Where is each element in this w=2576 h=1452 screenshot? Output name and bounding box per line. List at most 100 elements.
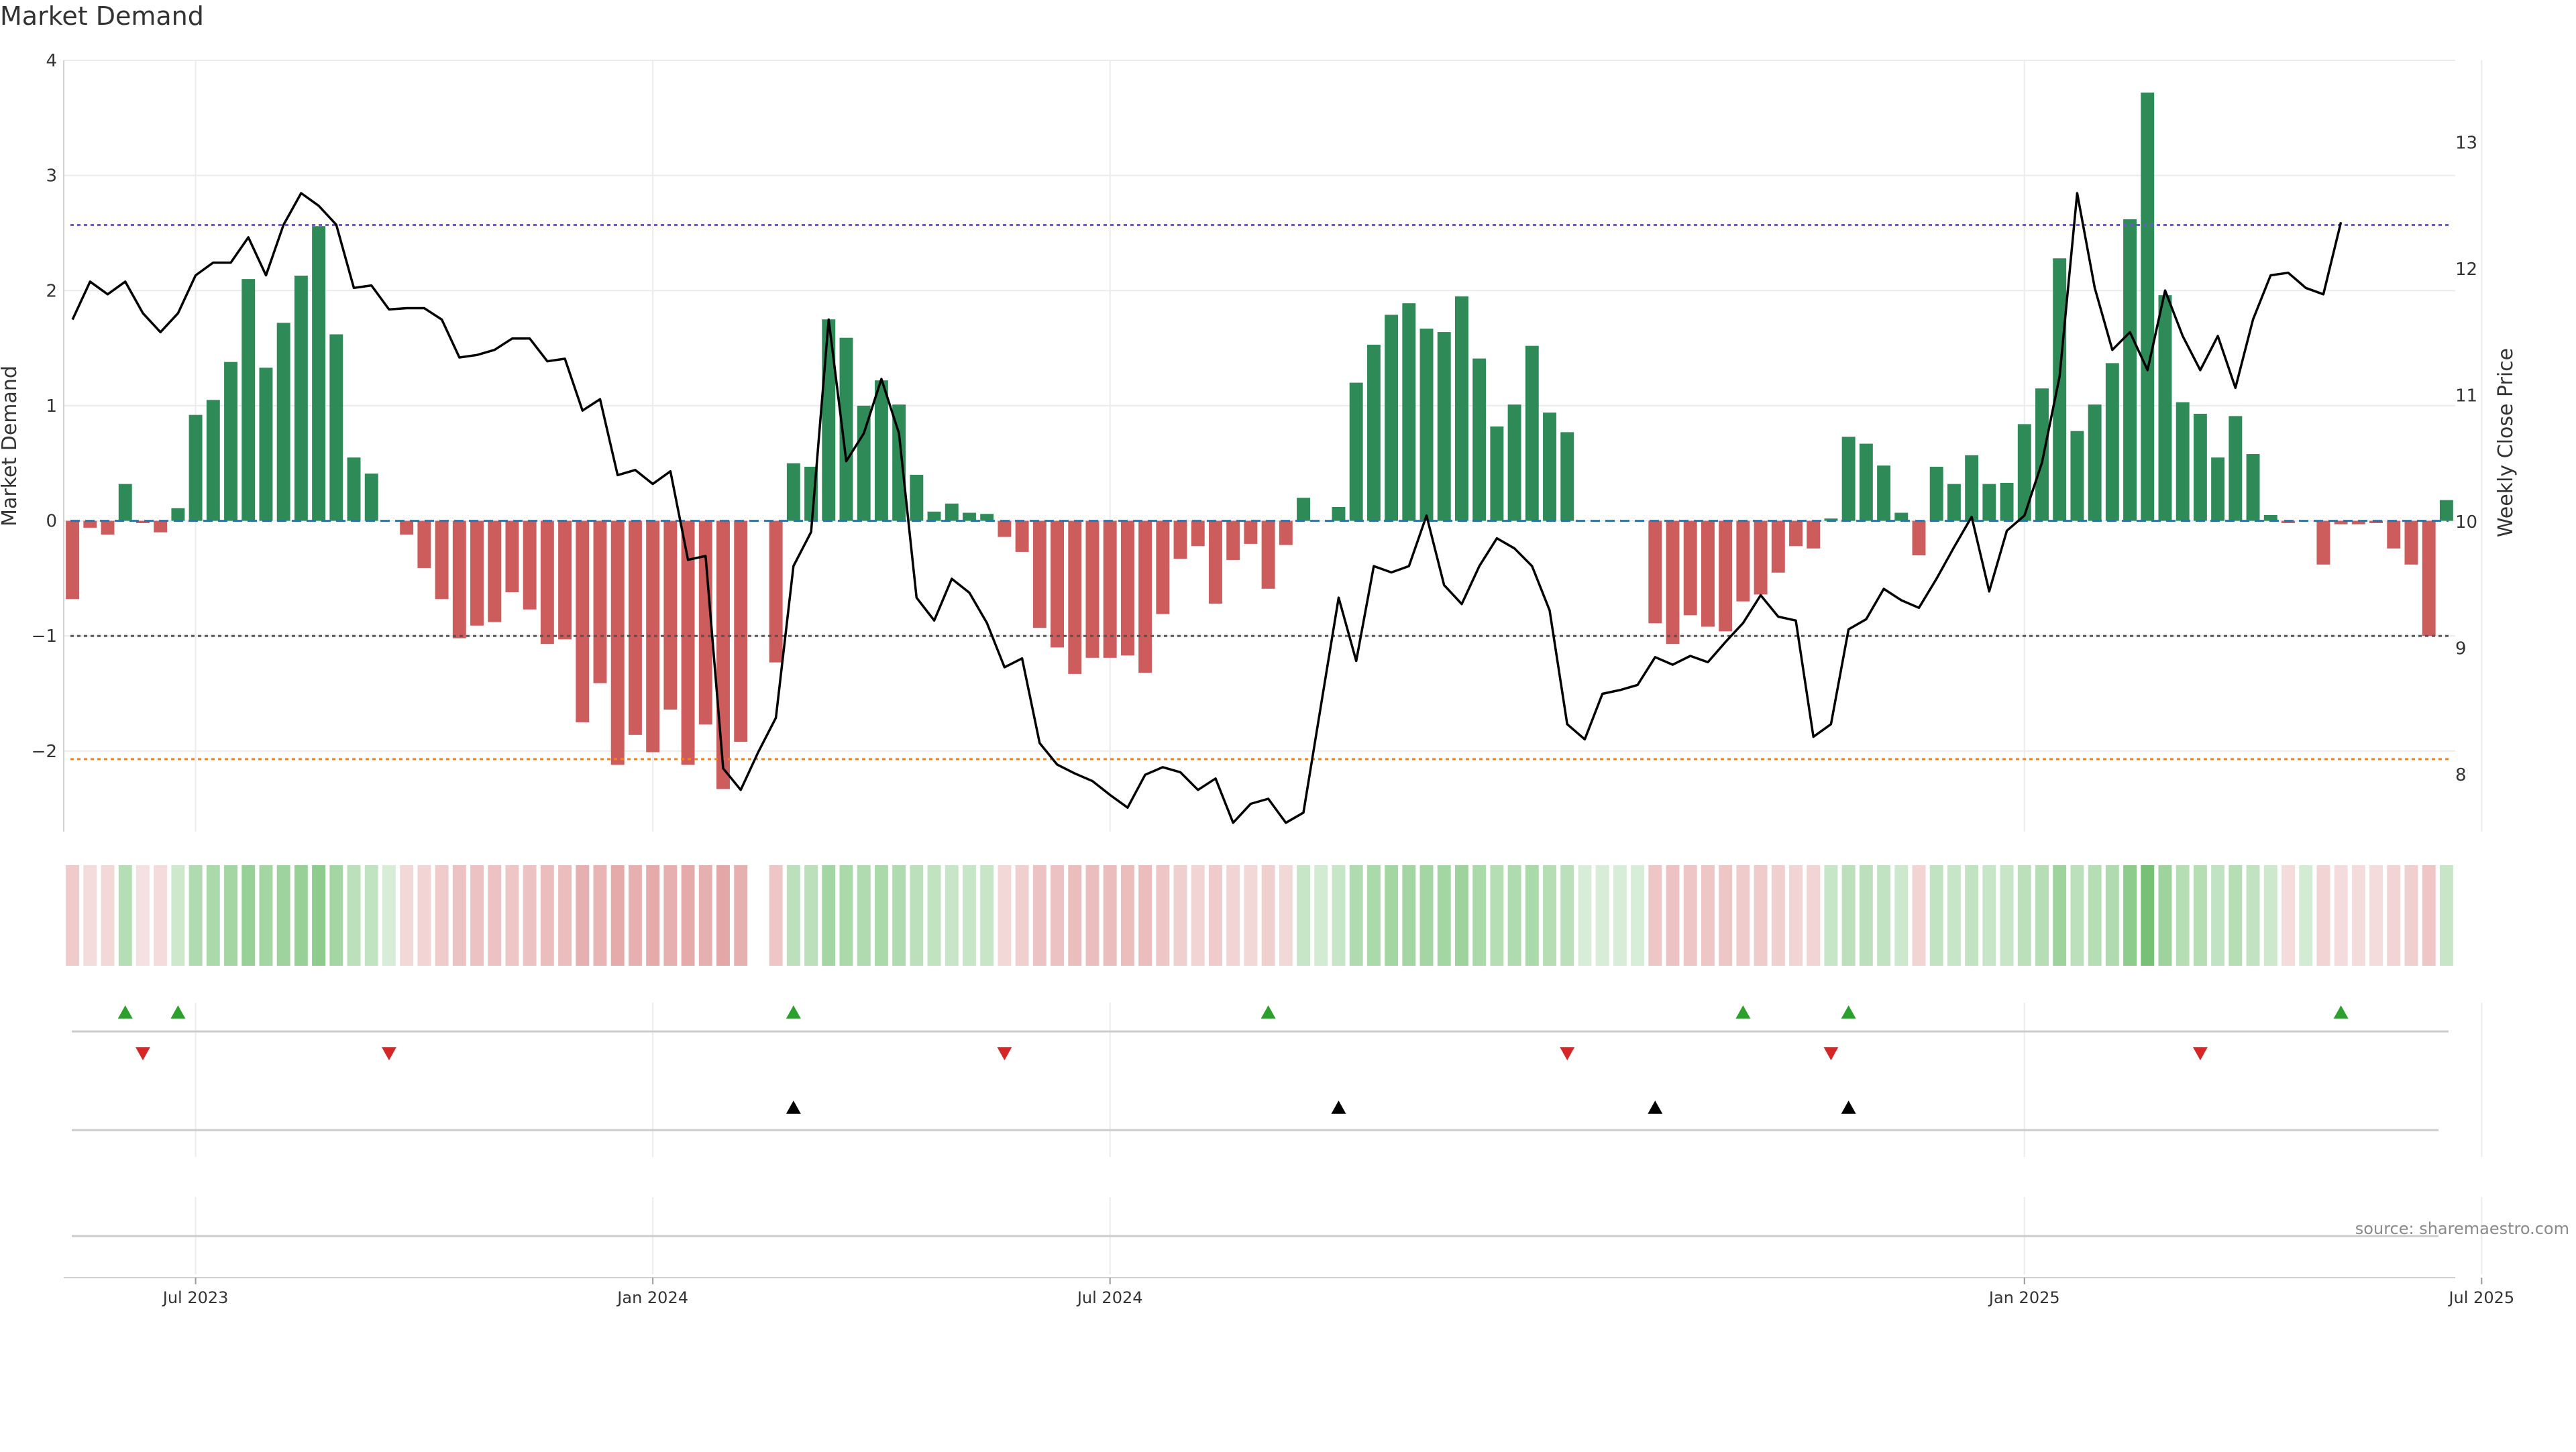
demand-bar-positive (1402, 303, 1416, 521)
demand-bars (66, 93, 2453, 789)
band-cell (382, 865, 396, 966)
band-cell (2158, 865, 2172, 966)
demand-bar-negative (698, 520, 712, 725)
demand-bar-positive (839, 337, 853, 521)
demand-bar-positive (171, 508, 185, 521)
demand-bar-negative (1209, 520, 1222, 604)
band-cell (1631, 865, 1645, 966)
demand-bar-positive (927, 511, 941, 521)
band-cell (1402, 865, 1416, 966)
band-cell (610, 865, 625, 966)
band-cell (1947, 865, 1961, 966)
band-cell (2035, 865, 2049, 966)
band-cell (452, 865, 466, 966)
band-cell (1156, 865, 1170, 966)
demand-bar-positive (364, 473, 378, 521)
demand-bar-negative (400, 520, 414, 535)
demand-bar-positive (2211, 457, 2225, 521)
band-cell (400, 865, 414, 966)
demand-bar-positive (1894, 512, 1909, 521)
left-tick-label: 1 (46, 396, 57, 416)
demand-bar-positive (347, 457, 361, 521)
band-cell (540, 865, 554, 966)
band-cell (1894, 865, 1909, 966)
band-cell (2282, 865, 2295, 966)
x-tick-label: Jul 2024 (1076, 1288, 1143, 1307)
demand-bar-negative (1807, 520, 1821, 549)
demand-bar-positive (312, 226, 326, 521)
demand-bar-positive (1841, 437, 1856, 521)
band-cell (1419, 865, 1434, 966)
flip-up-marker (1735, 1005, 1751, 1019)
band-cell (2229, 865, 2243, 966)
left-axis-label: Market Demand (0, 366, 21, 526)
band-cell (2193, 865, 2207, 966)
band-cell (2176, 865, 2190, 966)
demand-bar-negative (1173, 520, 1187, 559)
band-cell (83, 865, 97, 966)
demand-bar-negative (2422, 520, 2436, 636)
flip-down-marker (1560, 1047, 1575, 1060)
band-cell (1965, 865, 1979, 966)
demand-bar-positive (2193, 413, 2207, 521)
weekly-close-series (71, 192, 2343, 824)
demand-bar-negative (2316, 520, 2330, 565)
left-tick-label: 3 (46, 166, 57, 186)
band-cell (734, 865, 748, 966)
band-cell (2000, 865, 2014, 966)
band-cell (2316, 865, 2330, 966)
demand-bar-negative (1754, 520, 1768, 595)
demand-bar-negative (1719, 520, 1733, 632)
band-cell (312, 865, 326, 966)
demand-bar-negative (2404, 520, 2418, 565)
demand-bar-negative (2334, 520, 2348, 524)
band-cell (206, 865, 220, 966)
band-cell (716, 865, 730, 966)
demand-bar-negative (1279, 520, 1293, 545)
demand-bar-negative (646, 520, 660, 752)
band-cell (1366, 865, 1381, 966)
flip-up-marker (170, 1005, 186, 1019)
left-tick-label: 0 (46, 512, 57, 532)
band-cell (646, 865, 660, 966)
flip-up-marker (1260, 1005, 1276, 1019)
demand-bar-positive (1965, 455, 1979, 521)
demand-bar-negative (1701, 520, 1715, 627)
demand-bar-positive (2035, 388, 2049, 521)
right-tick-label: 12 (2455, 260, 2477, 280)
band-cell (2334, 865, 2348, 966)
band-cell (874, 865, 888, 966)
demand-bar-positive (2105, 363, 2119, 521)
band-cell (1085, 865, 1099, 966)
demand-bar-negative (1156, 520, 1170, 614)
demand-bar-negative (2282, 520, 2295, 523)
band-cell (1103, 865, 1117, 966)
band-cell (558, 865, 572, 966)
band-cell (963, 865, 976, 966)
right-tick-label: 11 (2455, 386, 2477, 406)
demand-bar-negative (681, 520, 695, 765)
demand-bar-positive (1349, 382, 1363, 521)
band-cell (2123, 865, 2137, 966)
demand-bar-negative (663, 520, 678, 710)
left-tick-label: 4 (46, 51, 57, 71)
demand-bar-positive (1982, 484, 1996, 521)
band-cell (241, 865, 256, 966)
right-axis-label: Weekly Close Price (2494, 348, 2518, 537)
band-cell (2246, 865, 2260, 966)
band-cell (1332, 865, 1346, 966)
band-cell (1824, 865, 1838, 966)
band-cell (1543, 865, 1556, 966)
demand-bar-positive (224, 361, 237, 521)
band-cell (628, 865, 642, 966)
right-tick-label: 8 (2455, 765, 2467, 785)
demand-bar-positive (1366, 344, 1381, 521)
band-cell (1490, 865, 1504, 966)
band-cell (2299, 865, 2313, 966)
band-cell (1209, 865, 1222, 966)
band-cell (2105, 865, 2119, 966)
demand-bar-positive (118, 484, 132, 521)
band-cell (1595, 865, 1609, 966)
